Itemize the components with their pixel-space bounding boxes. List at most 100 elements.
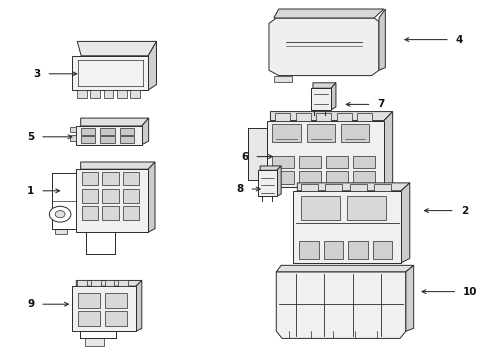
Polygon shape [81,172,98,185]
Polygon shape [373,184,390,191]
Polygon shape [266,121,383,187]
Polygon shape [118,280,128,286]
Polygon shape [295,113,310,121]
Polygon shape [325,184,342,191]
Polygon shape [84,338,104,346]
Polygon shape [299,156,321,168]
Polygon shape [310,88,330,110]
Polygon shape [72,56,148,90]
Polygon shape [268,18,378,76]
Polygon shape [372,241,391,259]
Polygon shape [120,128,134,135]
Polygon shape [357,113,371,121]
Polygon shape [120,136,134,143]
Polygon shape [299,241,318,259]
Polygon shape [81,189,98,203]
Polygon shape [275,113,289,121]
Polygon shape [122,189,139,203]
Polygon shape [330,83,335,110]
Text: 7: 7 [377,99,384,109]
Polygon shape [70,135,76,141]
Polygon shape [352,171,374,184]
Polygon shape [325,171,347,184]
Text: 8: 8 [236,184,243,194]
Polygon shape [300,196,339,220]
Polygon shape [323,241,343,259]
Polygon shape [400,183,409,263]
Polygon shape [316,113,330,121]
Polygon shape [77,90,87,98]
Polygon shape [258,170,276,196]
Text: 2: 2 [460,206,467,216]
Polygon shape [312,83,335,88]
Polygon shape [102,189,119,203]
Polygon shape [300,184,317,191]
Polygon shape [270,112,392,121]
Polygon shape [78,293,100,308]
Polygon shape [276,272,405,338]
Polygon shape [297,183,409,191]
Polygon shape [103,90,113,98]
Circle shape [55,211,65,218]
Polygon shape [76,169,148,232]
Polygon shape [122,172,139,185]
Polygon shape [100,128,115,135]
Polygon shape [91,280,101,286]
Polygon shape [272,171,294,184]
Polygon shape [77,41,156,56]
Polygon shape [81,118,148,126]
Polygon shape [247,128,266,180]
Polygon shape [136,280,142,331]
Polygon shape [260,166,281,170]
Polygon shape [100,136,115,143]
Polygon shape [105,311,127,326]
Polygon shape [378,9,385,70]
Polygon shape [272,156,294,168]
Text: 9: 9 [27,299,34,309]
Polygon shape [81,128,95,135]
Polygon shape [148,41,156,90]
Polygon shape [352,156,374,168]
Polygon shape [148,162,155,232]
Text: 10: 10 [462,287,477,297]
Polygon shape [349,184,366,191]
Polygon shape [299,171,321,184]
Polygon shape [383,112,392,187]
Polygon shape [81,136,95,143]
Polygon shape [81,206,98,220]
Polygon shape [78,311,100,326]
Polygon shape [130,90,140,98]
Polygon shape [81,162,155,169]
Polygon shape [102,172,119,185]
Polygon shape [340,124,368,142]
Polygon shape [117,90,126,98]
Polygon shape [293,191,400,263]
Text: 4: 4 [455,35,462,45]
Text: 3: 3 [33,69,41,79]
Polygon shape [90,90,100,98]
Polygon shape [55,229,67,234]
Polygon shape [405,265,413,331]
Polygon shape [336,113,351,121]
Text: 5: 5 [27,132,34,142]
Polygon shape [276,265,413,272]
Polygon shape [306,124,334,142]
Polygon shape [273,76,292,82]
Polygon shape [70,127,76,132]
Polygon shape [276,166,281,196]
Polygon shape [142,118,148,145]
Polygon shape [346,196,386,220]
Polygon shape [272,124,300,142]
Text: 6: 6 [241,152,248,162]
Polygon shape [76,280,142,286]
Polygon shape [122,206,139,220]
Text: 1: 1 [27,186,34,196]
Polygon shape [347,241,367,259]
Polygon shape [76,126,142,145]
Polygon shape [325,156,347,168]
Circle shape [49,206,71,222]
Polygon shape [105,293,127,308]
Polygon shape [102,206,119,220]
Polygon shape [77,280,87,286]
Polygon shape [72,286,136,331]
